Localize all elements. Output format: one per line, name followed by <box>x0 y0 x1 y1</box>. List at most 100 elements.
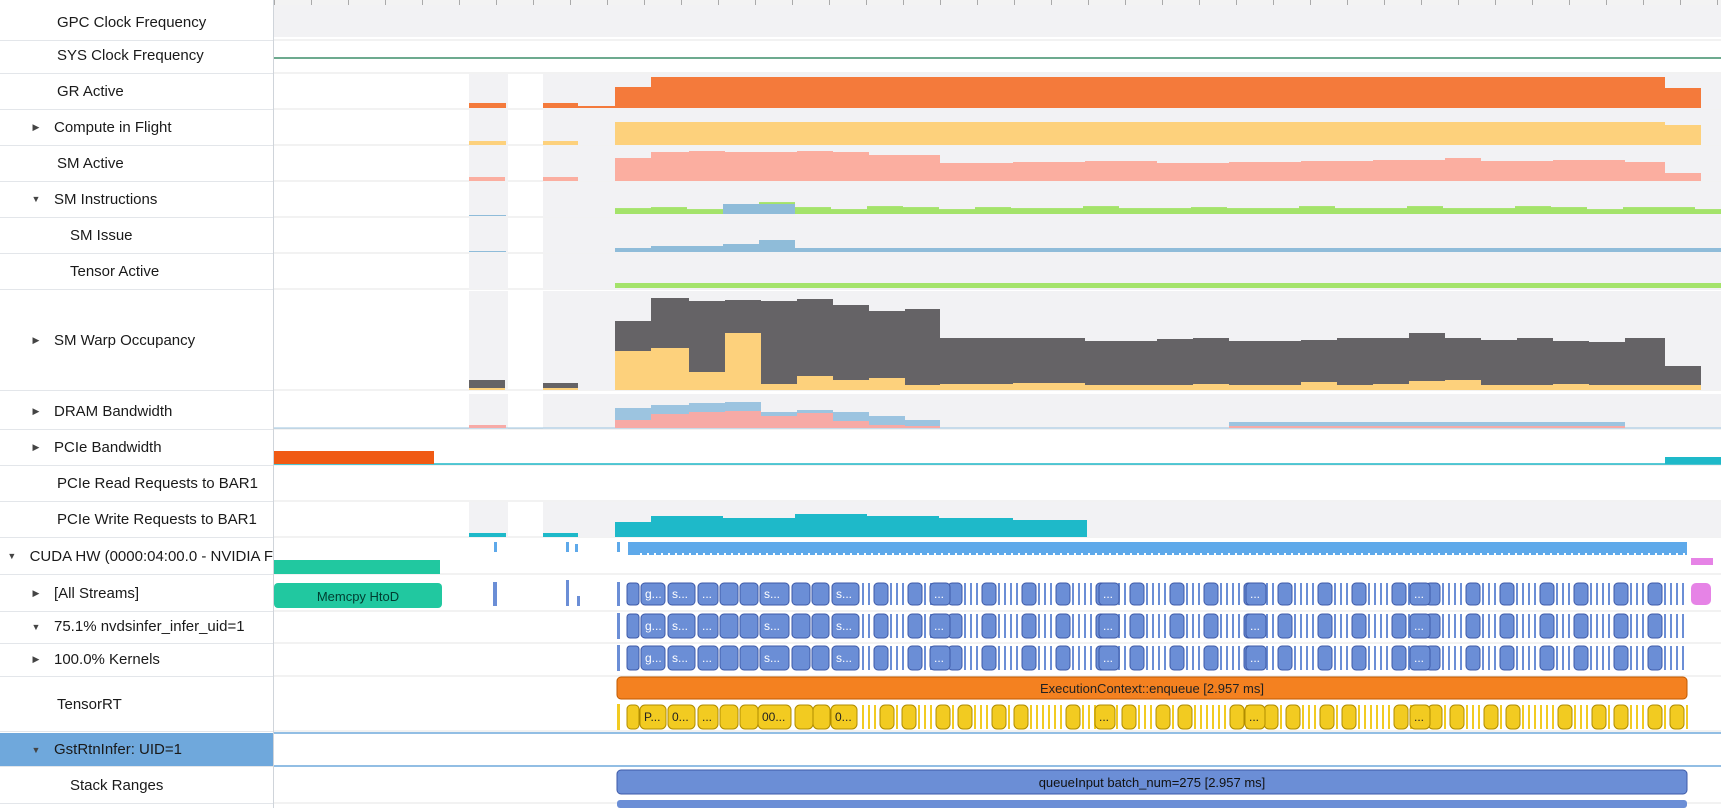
collapse-arrow-icon[interactable]: ▼ <box>31 621 41 632</box>
trt-slice[interactable] <box>1522 705 1524 729</box>
kernel-box[interactable] <box>811 645 830 671</box>
trt-slice[interactable] <box>1042 705 1044 729</box>
trt-slice[interactable] <box>1664 705 1666 729</box>
kernel-slice[interactable] <box>981 582 997 606</box>
row-compute-in-flight[interactable]: ▶ Compute in Flight <box>0 109 273 145</box>
kernel-slice[interactable] <box>1146 614 1148 638</box>
trt-slice[interactable] <box>1008 705 1010 729</box>
trt-slice[interactable] <box>1224 705 1226 729</box>
kernel-slice[interactable] <box>1021 582 1037 606</box>
trt-slice[interactable] <box>1528 705 1530 729</box>
kernel-slice[interactable] <box>1664 583 1666 605</box>
trt-slice[interactable] <box>986 705 988 729</box>
trt-slice[interactable] <box>1586 705 1588 729</box>
kernel-slice[interactable] <box>1386 646 1388 670</box>
kernel-box[interactable] <box>1245 645 1267 671</box>
kernel-slice[interactable] <box>1630 583 1632 605</box>
kernel-slice[interactable] <box>998 583 1000 605</box>
kernel-slice[interactable] <box>1386 583 1388 605</box>
trt-slice[interactable] <box>1280 705 1282 729</box>
expand-arrow-icon[interactable]: ▶ <box>32 121 40 132</box>
kernel-slice[interactable] <box>1277 613 1293 639</box>
kernel-slice[interactable] <box>1670 646 1672 670</box>
kernel-slice[interactable] <box>976 614 978 638</box>
trt-slice[interactable] <box>1065 704 1081 730</box>
kernel-box[interactable] <box>697 645 719 671</box>
kernel-slice[interactable] <box>1488 646 1490 670</box>
trt-slice[interactable] <box>1376 705 1378 729</box>
kernel-slice[interactable] <box>1454 614 1456 638</box>
kernel-slice[interactable] <box>1192 646 1194 670</box>
trt-slice[interactable] <box>1144 705 1146 729</box>
kernel-slice[interactable] <box>1534 614 1536 638</box>
kernel-slice[interactable] <box>1465 582 1481 606</box>
row-gr-active[interactable]: GR Active <box>0 73 273 109</box>
kernel-slice[interactable] <box>1482 583 1484 605</box>
kernel-slice[interactable] <box>1334 614 1336 638</box>
kernel-slice[interactable] <box>1124 583 1126 605</box>
trt-slice[interactable] <box>1229 704 1245 730</box>
kernel-slice[interactable] <box>1670 583 1672 605</box>
kernel-box[interactable] <box>929 645 951 671</box>
kernel-slice[interactable] <box>1317 645 1333 671</box>
kernel-slice[interactable] <box>1408 646 1410 670</box>
expand-arrow-icon[interactable]: ▶ <box>32 587 40 598</box>
kernel-slice[interactable] <box>1374 614 1376 638</box>
kernel-slice[interactable] <box>1312 646 1314 670</box>
kernel-slice[interactable] <box>1050 614 1052 638</box>
trt-slice[interactable] <box>896 705 898 729</box>
kernel-slice[interactable] <box>890 646 892 670</box>
kernel-slice[interactable] <box>1317 613 1333 639</box>
kernel-slice[interactable] <box>1016 583 1018 605</box>
trt-slice[interactable] <box>957 704 973 730</box>
timeline-canvas[interactable]: Memcpy HtoD g... s...... s... s.............… <box>274 0 1721 808</box>
trt-slice[interactable] <box>1449 704 1465 730</box>
row-gpc-clock-frequency[interactable]: GPC Clock Frequency <box>0 4 273 40</box>
kernel-slice[interactable] <box>924 646 926 670</box>
kernel-slice[interactable] <box>1494 583 1496 605</box>
kernel-tick[interactable] <box>617 613 620 639</box>
kernel-slice[interactable] <box>1090 646 1092 670</box>
trt-slice[interactable] <box>1540 705 1542 729</box>
collapse-arrow-icon[interactable]: ▼ <box>31 744 41 755</box>
kernel-slice[interactable] <box>1010 614 1012 638</box>
kernel-slice[interactable] <box>1277 582 1293 606</box>
trt-slice[interactable] <box>1574 705 1576 729</box>
kernel-slice[interactable] <box>1676 646 1678 670</box>
kernel-slice[interactable] <box>1568 614 1570 638</box>
trt-box[interactable] <box>667 704 696 730</box>
kernel-slice[interactable] <box>1573 613 1589 639</box>
kernel-slice[interactable] <box>1516 583 1518 605</box>
row-sm-instructions[interactable]: ▼ SM Instructions <box>0 181 273 217</box>
kernel-slice[interactable] <box>1562 583 1564 605</box>
kernel-slice[interactable] <box>1499 645 1515 671</box>
row-all-streams[interactable]: ▶ [All Streams] <box>0 575 273 611</box>
collapse-arrow-icon[interactable]: ▼ <box>31 194 41 204</box>
kernel-slice[interactable] <box>1682 646 1684 670</box>
kernel-slice[interactable] <box>1272 646 1274 670</box>
kernel-slice[interactable] <box>1300 646 1302 670</box>
kernel-box[interactable] <box>831 645 860 671</box>
trt-slice[interactable] <box>1088 705 1090 729</box>
kernel-slice[interactable] <box>1300 583 1302 605</box>
enqueue-range[interactable] <box>616 676 1688 700</box>
kernel-slice[interactable] <box>964 646 966 670</box>
kernel-box[interactable] <box>697 613 719 639</box>
kernel-slice[interactable] <box>924 614 926 638</box>
kernel-slice[interactable] <box>1078 583 1080 605</box>
memcpy-htod-box[interactable] <box>274 583 442 608</box>
kernel-slice[interactable] <box>1192 583 1194 605</box>
trt-slice[interactable] <box>1177 704 1193 730</box>
kernel-slice[interactable] <box>1192 614 1194 638</box>
kernel-slice[interactable] <box>1038 583 1040 605</box>
trt-slice[interactable] <box>1636 705 1638 729</box>
expand-arrow-icon[interactable]: ▶ <box>32 405 40 416</box>
kernel-slice[interactable] <box>1630 614 1632 638</box>
kernel-slice[interactable] <box>1152 646 1154 670</box>
kernel-slice[interactable] <box>1129 645 1145 671</box>
kernel-slice[interactable] <box>1442 646 1444 670</box>
kernel-slice[interactable] <box>1534 583 1536 605</box>
kernel-slice[interactable] <box>873 582 889 606</box>
kernel-slice[interactable] <box>1164 614 1166 638</box>
trt-slice[interactable] <box>901 704 917 730</box>
